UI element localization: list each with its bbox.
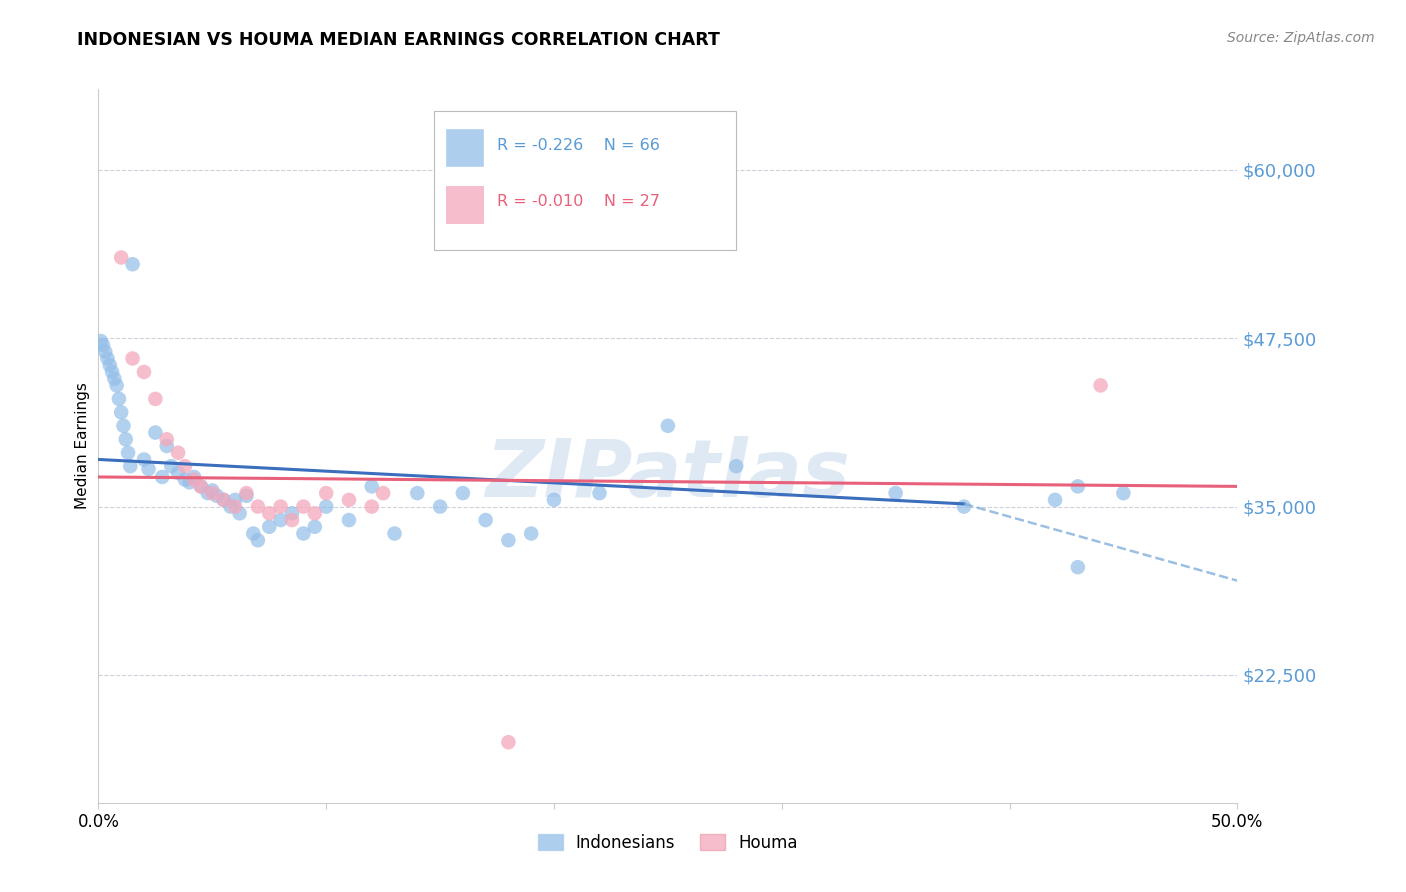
FancyBboxPatch shape bbox=[446, 129, 482, 166]
Point bbox=[270, 513, 292, 527]
Point bbox=[98, 358, 121, 372]
Point bbox=[884, 486, 907, 500]
Point bbox=[337, 513, 360, 527]
Point bbox=[281, 506, 304, 520]
Point bbox=[520, 526, 543, 541]
Text: INDONESIAN VS HOUMA MEDIAN EARNINGS CORRELATION CHART: INDONESIAN VS HOUMA MEDIAN EARNINGS CORR… bbox=[77, 31, 720, 49]
Point bbox=[156, 439, 179, 453]
Point bbox=[103, 372, 125, 386]
Point bbox=[167, 446, 190, 460]
Point bbox=[190, 479, 212, 493]
Point bbox=[498, 533, 520, 548]
Point bbox=[474, 513, 496, 527]
Text: Source: ZipAtlas.com: Source: ZipAtlas.com bbox=[1227, 31, 1375, 45]
Y-axis label: Median Earnings: Median Earnings bbox=[75, 383, 90, 509]
Point bbox=[246, 533, 269, 548]
Point bbox=[114, 432, 136, 446]
Point bbox=[315, 500, 337, 514]
Point bbox=[145, 425, 167, 440]
Point bbox=[197, 486, 219, 500]
Point bbox=[112, 418, 135, 433]
Point bbox=[259, 520, 281, 534]
Point bbox=[179, 475, 201, 490]
Point bbox=[110, 251, 132, 265]
FancyBboxPatch shape bbox=[446, 186, 482, 223]
Point bbox=[235, 489, 257, 503]
Point bbox=[120, 459, 142, 474]
Point bbox=[160, 459, 183, 474]
Point bbox=[259, 506, 281, 520]
Point bbox=[174, 459, 197, 474]
Point bbox=[543, 492, 565, 507]
Point bbox=[498, 735, 520, 749]
Point bbox=[304, 520, 326, 534]
Point bbox=[360, 500, 382, 514]
Point bbox=[101, 365, 124, 379]
Point bbox=[360, 479, 382, 493]
Point bbox=[150, 470, 173, 484]
Point bbox=[108, 392, 131, 406]
Point bbox=[167, 466, 190, 480]
Point bbox=[174, 473, 197, 487]
Point bbox=[90, 334, 112, 348]
Point bbox=[292, 526, 315, 541]
Point bbox=[429, 500, 451, 514]
Text: R = -0.010    N = 27: R = -0.010 N = 27 bbox=[496, 194, 659, 210]
Text: ZIPatlas: ZIPatlas bbox=[485, 435, 851, 514]
Legend: Indonesians, Houma: Indonesians, Houma bbox=[531, 828, 804, 859]
Point bbox=[91, 338, 114, 352]
Point bbox=[1067, 479, 1090, 493]
Point bbox=[205, 489, 228, 503]
Point bbox=[224, 492, 246, 507]
Point bbox=[117, 446, 139, 460]
Point bbox=[315, 486, 337, 500]
Point bbox=[105, 378, 128, 392]
Point bbox=[201, 483, 224, 498]
Point bbox=[725, 459, 748, 474]
Point bbox=[183, 470, 205, 484]
Point bbox=[588, 486, 610, 500]
Point bbox=[132, 365, 155, 379]
Point bbox=[96, 351, 118, 366]
Point bbox=[110, 405, 132, 419]
Point bbox=[138, 462, 160, 476]
Point bbox=[183, 473, 205, 487]
Point bbox=[406, 486, 429, 500]
Point bbox=[156, 432, 179, 446]
Point bbox=[1043, 492, 1066, 507]
Point bbox=[384, 526, 406, 541]
Point bbox=[270, 500, 292, 514]
Point bbox=[953, 500, 976, 514]
Point bbox=[132, 452, 155, 467]
Point bbox=[1090, 378, 1112, 392]
Point bbox=[224, 500, 246, 514]
Point bbox=[201, 486, 224, 500]
Point bbox=[292, 500, 315, 514]
Point bbox=[190, 479, 212, 493]
Point bbox=[1112, 486, 1135, 500]
FancyBboxPatch shape bbox=[434, 111, 737, 250]
Point bbox=[228, 506, 250, 520]
Point bbox=[145, 392, 167, 406]
Point bbox=[235, 486, 257, 500]
Point bbox=[371, 486, 394, 500]
Point bbox=[657, 418, 679, 433]
Point bbox=[94, 344, 117, 359]
Point bbox=[219, 500, 242, 514]
Point bbox=[212, 492, 235, 507]
Point bbox=[337, 492, 360, 507]
Point bbox=[451, 486, 474, 500]
Point bbox=[212, 492, 235, 507]
Point bbox=[121, 351, 143, 366]
Point bbox=[121, 257, 143, 271]
Point bbox=[1067, 560, 1090, 574]
Point bbox=[304, 506, 326, 520]
Point bbox=[242, 526, 264, 541]
Point bbox=[246, 500, 269, 514]
Text: R = -0.226    N = 66: R = -0.226 N = 66 bbox=[496, 138, 659, 153]
Point bbox=[281, 513, 304, 527]
